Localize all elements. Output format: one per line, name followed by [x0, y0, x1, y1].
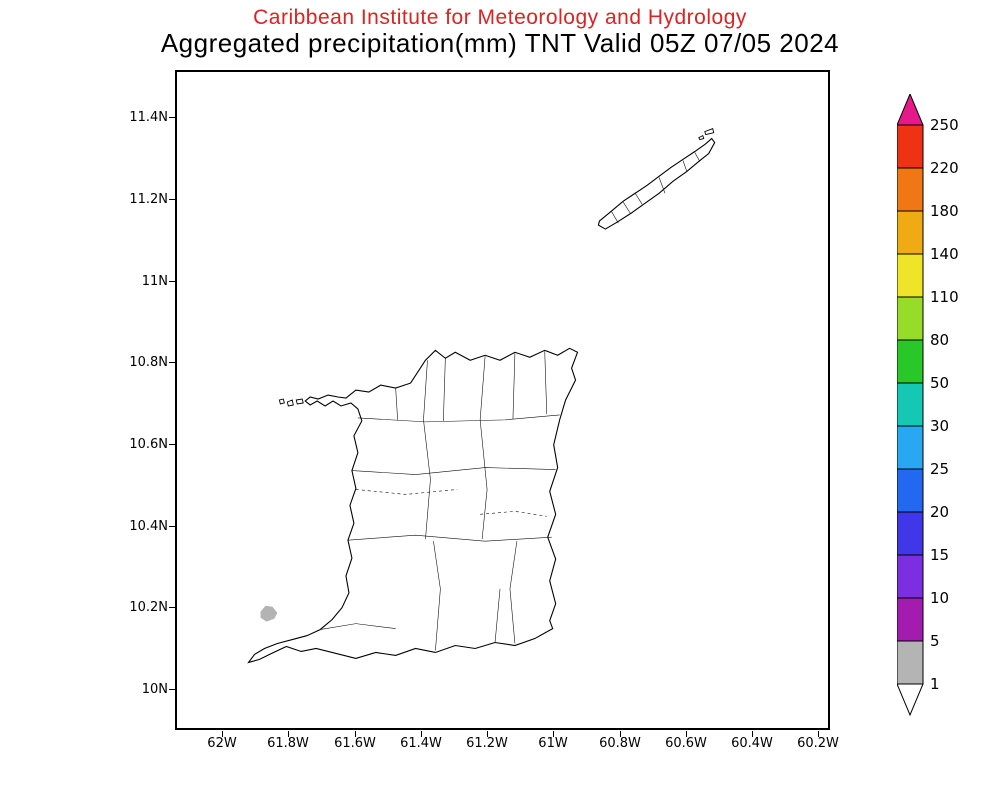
colorbar-band [896, 124, 924, 169]
colorbar-label: 110 [930, 288, 959, 306]
colorbar-label: 250 [930, 116, 959, 134]
colorbar: 250 220 180 140 110 80 50 30 25 20 15 10… [896, 92, 972, 724]
lat-label: 11N [141, 274, 168, 289]
lat-label: 10.6N [129, 437, 168, 452]
lat-label: 11.2N [129, 192, 168, 207]
y-axis-tick [169, 526, 175, 527]
colorbar-canvas: 250 220 180 140 110 80 50 30 25 20 15 10… [896, 92, 959, 717]
colorbar-band [896, 339, 924, 384]
x-axis-tick [487, 731, 488, 737]
x-axis-tick [553, 731, 554, 737]
y-axis-tick [169, 281, 175, 282]
lat-label: 10.4N [129, 519, 168, 534]
colorbar-band [896, 554, 924, 599]
tobago-district-boundaries [611, 152, 701, 224]
colorbar-label: 50 [930, 374, 949, 392]
trinidad-outline [247, 347, 579, 664]
lon-label: 61.2W [466, 736, 508, 751]
colorbar-label: 220 [930, 159, 959, 177]
colorbar-label: 20 [930, 503, 949, 521]
lat-label: 10N [141, 682, 168, 697]
x-axis-tick [818, 731, 819, 737]
bocas-islands [278, 398, 304, 407]
institute-title: Caribbean Institute for Meteorology and … [253, 6, 747, 29]
x-axis-tick [620, 731, 621, 737]
colorbar-label: 5 [930, 632, 940, 650]
colorbar-arrow-top [896, 92, 924, 126]
lat-label: 10.8N [129, 355, 168, 370]
x-axis-tick [421, 731, 422, 737]
colorbar-band [896, 511, 924, 556]
colorbar-label: 15 [930, 546, 949, 564]
x-axis-tick [222, 731, 223, 737]
colorbar-label: 80 [930, 331, 949, 349]
tobago-island [597, 128, 716, 230]
trinidad-district-boundaries-dashed [355, 489, 547, 517]
trinidad-island [247, 347, 579, 664]
map-frame [175, 70, 830, 730]
precip-spot [260, 605, 278, 622]
lat-label: 10.2N [129, 600, 168, 615]
lon-label: 61W [538, 736, 568, 751]
lon-label: 61.4W [400, 736, 442, 751]
lon-label: 60.6W [665, 736, 707, 751]
x-axis-tick [686, 731, 687, 737]
colorbar-label: 25 [930, 460, 949, 478]
y-axis-tick [169, 117, 175, 118]
y-axis-tick [169, 199, 175, 200]
colorbar-label: 1 [930, 675, 940, 693]
colorbar-band [896, 296, 924, 341]
colorbar-label: 30 [930, 417, 949, 435]
lon-label: 61.6W [334, 736, 376, 751]
lat-label: 11.4N [129, 110, 168, 125]
trinidad-district-boundaries [320, 351, 560, 651]
y-axis-tick [169, 362, 175, 363]
tobago-islets [698, 128, 715, 141]
colorbar-band [896, 468, 924, 513]
colorbar-band [896, 210, 924, 255]
colorbar-label: 10 [930, 589, 949, 607]
lon-label: 62W [207, 736, 237, 751]
tobago-outline [597, 137, 716, 230]
lon-label: 60.2W [797, 736, 839, 751]
colorbar-band [896, 640, 924, 685]
colorbar-label: 180 [930, 202, 959, 220]
colorbar-band [896, 167, 924, 212]
y-axis-tick [169, 689, 175, 690]
y-axis-tick [169, 444, 175, 445]
colorbar-band [896, 253, 924, 298]
lon-label: 60.8W [599, 736, 641, 751]
lon-label: 61.8W [267, 736, 309, 751]
colorbar-band [896, 425, 924, 470]
map-canvas [247, 128, 716, 664]
x-axis-tick [355, 731, 356, 737]
colorbar-label: 140 [930, 245, 959, 263]
product-title: Aggregated precipitation(mm) TNT Valid 0… [160, 28, 840, 58]
lon-label: 60.4W [731, 736, 773, 751]
x-axis-tick [752, 731, 753, 737]
colorbar-band [896, 597, 924, 642]
colorbar-band [896, 382, 924, 427]
y-axis-tick [169, 607, 175, 608]
colorbar-arrow-bottom [896, 683, 924, 717]
x-axis-tick [288, 731, 289, 737]
